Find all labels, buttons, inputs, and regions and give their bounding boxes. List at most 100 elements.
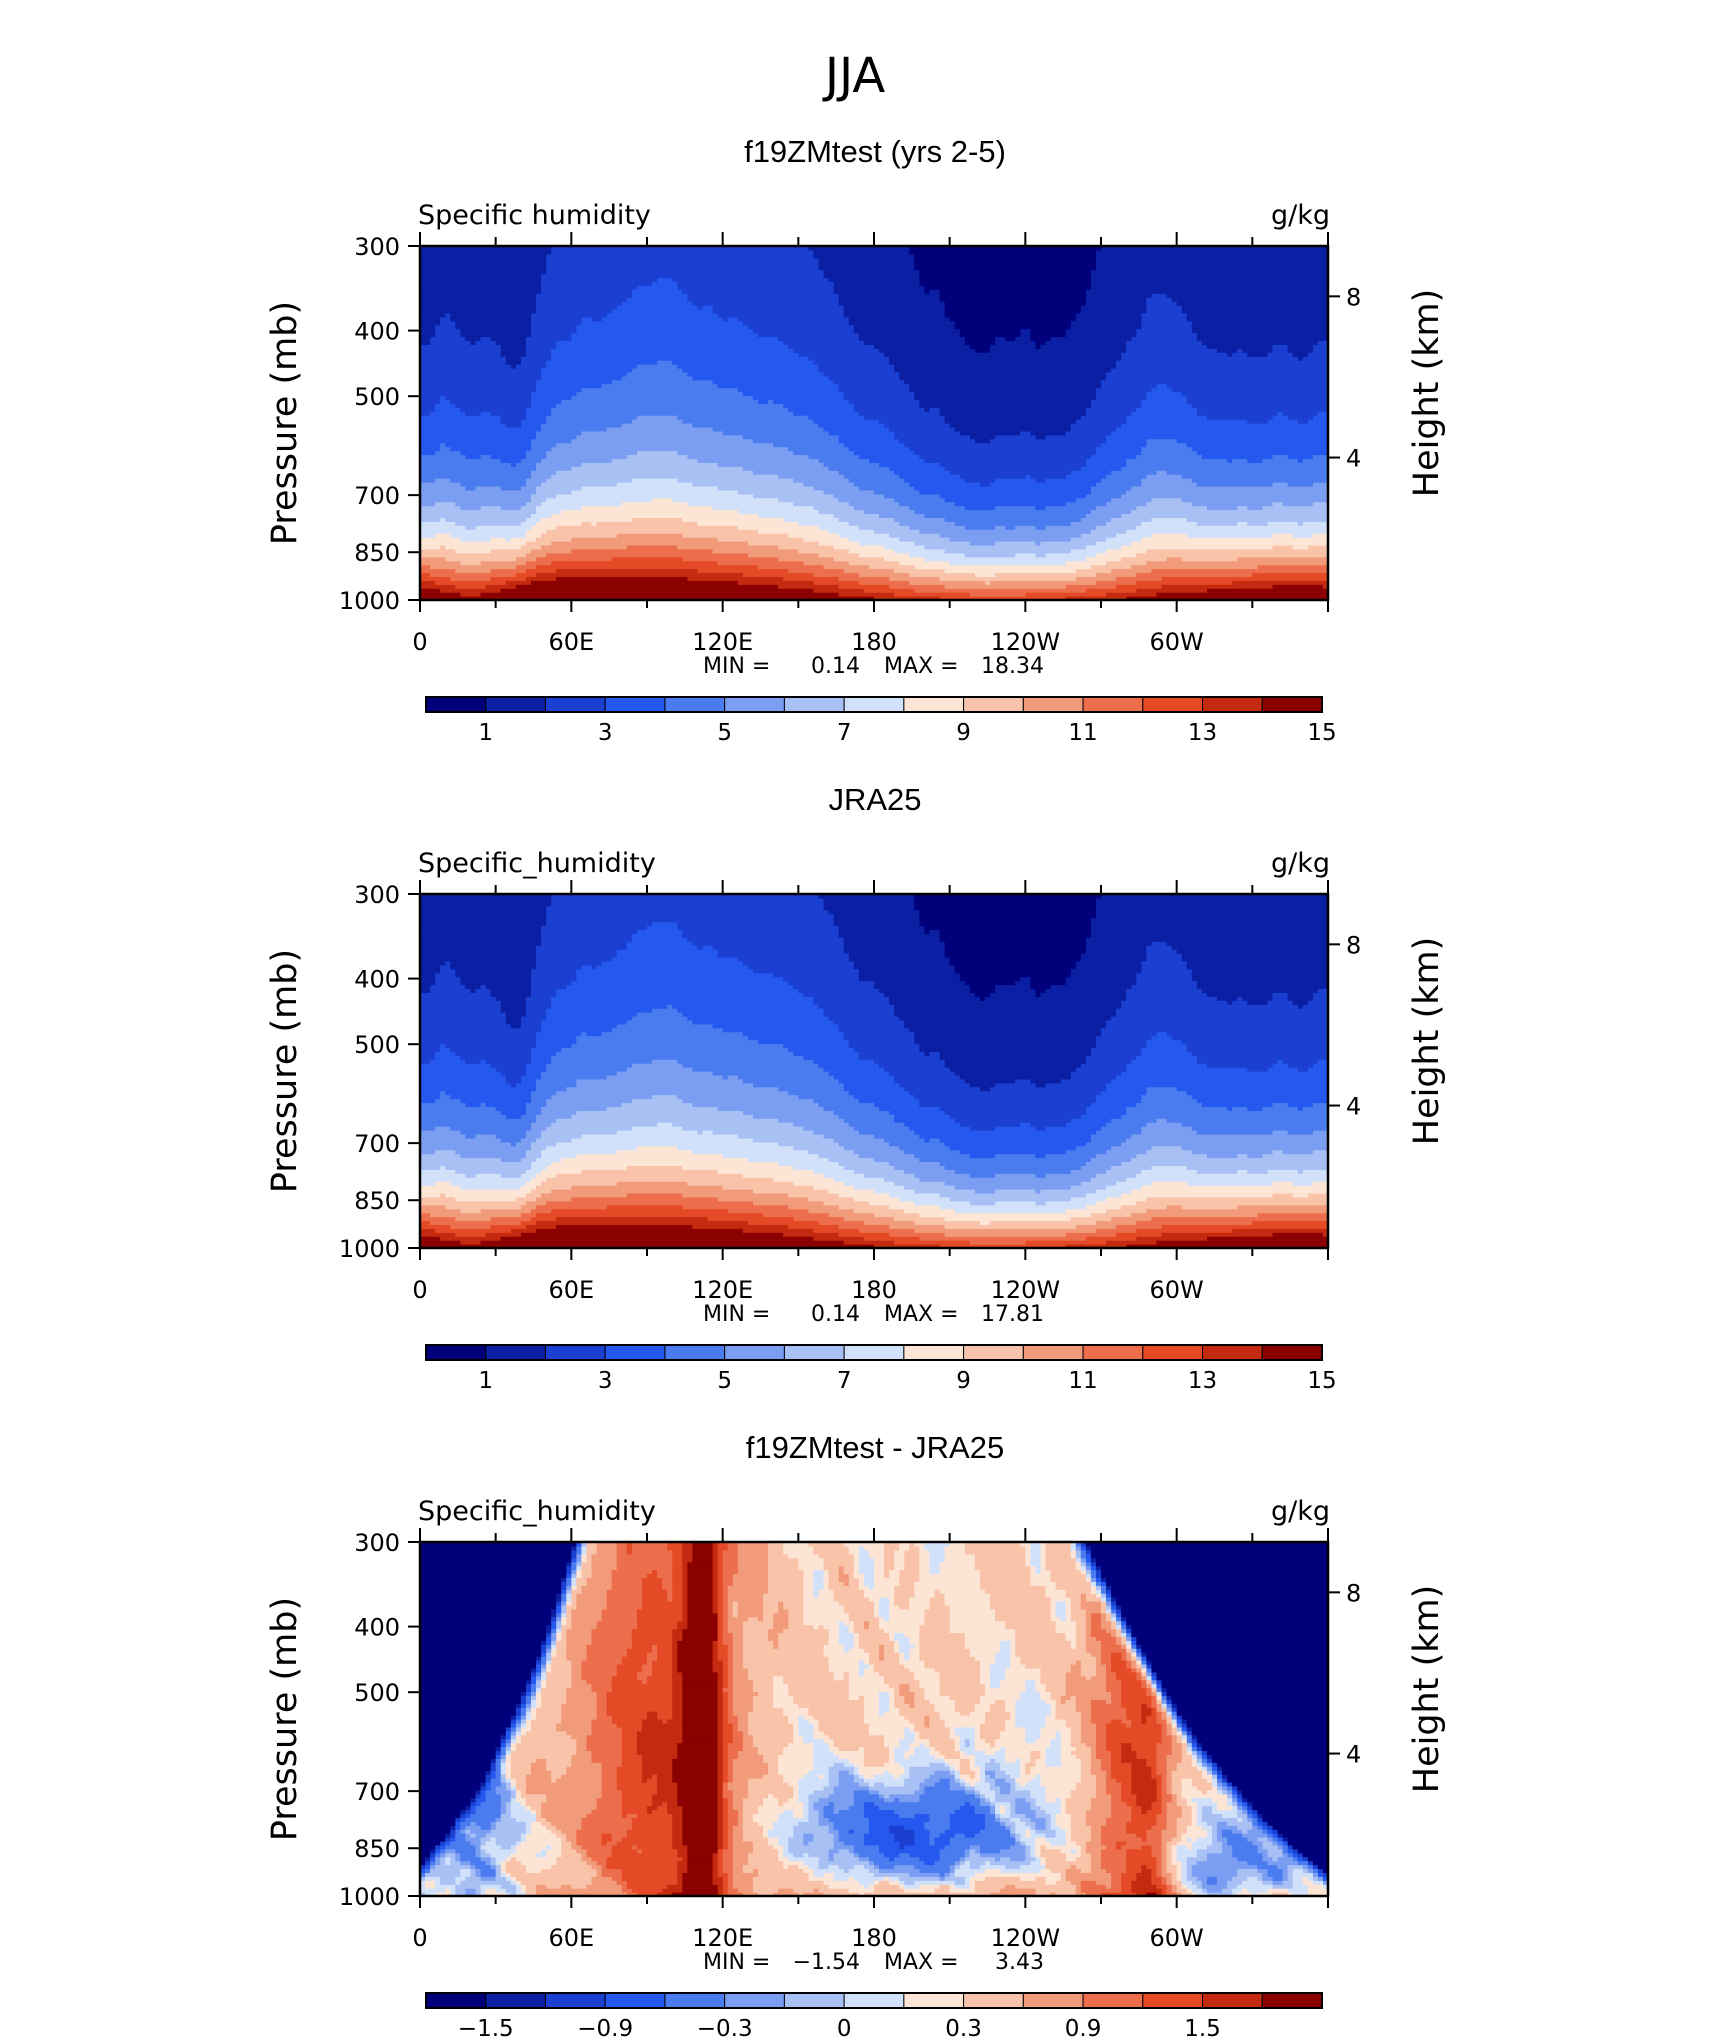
colorbar-label: 9: [956, 720, 971, 746]
longitude-tick-label: 120W: [991, 1924, 1061, 1952]
longitude-tick-label: 120W: [991, 628, 1061, 656]
pressure-tick-label: 1000: [339, 587, 400, 615]
colorbar-label: 13: [1188, 1368, 1217, 1394]
colorbar-label: −1.5: [458, 2016, 514, 2038]
units-label: g/kg: [1271, 200, 1330, 231]
colorbar-label: 5: [717, 720, 732, 746]
colorbar-label: −0.9: [577, 2016, 633, 2038]
pressure-tick-label: 500: [354, 1031, 400, 1059]
colorbar-label: 5: [717, 1368, 732, 1394]
y2-axis-title: Height (km): [1407, 1585, 1447, 1794]
colorbar-label: 3: [598, 1368, 613, 1394]
min-label: MIN =: [703, 654, 770, 679]
pressure-tick-label: 700: [354, 1130, 400, 1158]
min-label: MIN =: [703, 1950, 770, 1975]
colorbar-label: 3: [598, 720, 613, 746]
pressure-tick-label: 850: [354, 539, 400, 567]
colorbar-label: 15: [1307, 1368, 1336, 1394]
pressure-tick-label: 300: [354, 881, 400, 909]
pressure-tick-label: 500: [354, 1679, 400, 1707]
panel-title: f19ZMtest - JRA25: [746, 1430, 1004, 1465]
longitude-tick-label: 0: [412, 1276, 427, 1304]
colorbar-label: 7: [837, 1368, 852, 1394]
height-tick-label: 4: [1346, 445, 1361, 473]
longitude-tick-label: 120E: [692, 1276, 753, 1304]
longitude-tick-label: 120E: [692, 628, 753, 656]
variable-label: Specific_humidity: [418, 1496, 656, 1527]
y-axis-title: Pressure (mb): [265, 1597, 305, 1841]
y2-axis-title: Height (km): [1407, 937, 1447, 1146]
colorbar-label: 13: [1188, 720, 1217, 746]
pressure-tick-label: 700: [354, 1778, 400, 1806]
longitude-tick-label: 60W: [1150, 628, 1204, 656]
colorbar-label: 1: [478, 1368, 493, 1394]
panel-title: JRA25: [828, 782, 921, 817]
longitude-tick-label: 60W: [1150, 1924, 1204, 1952]
colorbar-label: 7: [837, 720, 852, 746]
y-axis-title: Pressure (mb): [265, 949, 305, 1193]
panel-3: f19ZMtest - JRA25 Specific_humidity g/kg 30…: [265, 1430, 1447, 2038]
max-label: MAX =: [884, 1302, 959, 1327]
max-value: 3.43: [995, 1950, 1044, 1975]
min-value: −1.54: [793, 1950, 860, 1975]
pressure-tick-label: 700: [354, 482, 400, 510]
colorbar-label: 0.3: [945, 2016, 982, 2038]
longitude-tick-label: 120E: [692, 1924, 753, 1952]
colorbar-label: 0.9: [1065, 2016, 1102, 2038]
colorbar-label: 11: [1068, 1368, 1097, 1394]
pressure-tick-label: 400: [354, 318, 400, 346]
panel-1: f19ZMtest (yrs 2-5) Specific humidity g/kg…: [265, 134, 1447, 746]
y-axis-title: Pressure (mb): [265, 301, 305, 545]
max-label: MAX =: [884, 654, 959, 679]
longitude-tick-label: 180: [851, 1276, 897, 1304]
contour-field: [420, 1542, 1329, 1897]
colorbar-label: 1.5: [1184, 2016, 1221, 2038]
units-label: g/kg: [1271, 848, 1330, 879]
colorbar: 1 3 5 7 9 11 13 15: [425, 696, 1337, 746]
units-label: g/kg: [1271, 1496, 1330, 1527]
variable-label: Specific humidity: [418, 200, 651, 231]
pressure-tick-label: 500: [354, 383, 400, 411]
max-value: 18.34: [981, 654, 1044, 679]
panel-title: f19ZMtest (yrs 2-5): [744, 134, 1006, 169]
colorbar-label: 11: [1068, 720, 1097, 746]
height-tick-label: 4: [1346, 1741, 1361, 1769]
longitude-tick-label: 0: [412, 1924, 427, 1952]
colorbar-label: 15: [1307, 720, 1336, 746]
colorbar-label: −0.3: [697, 2016, 753, 2038]
pressure-tick-label: 1000: [339, 1235, 400, 1263]
pressure-tick-label: 300: [354, 233, 400, 261]
colorbar: 1 3 5 7 9 11 13 15: [425, 1344, 1337, 1394]
longitude-tick-label: 0: [412, 628, 427, 656]
pressure-tick-label: 400: [354, 966, 400, 994]
colorbar-label: 1: [478, 720, 493, 746]
height-tick-label: 8: [1346, 283, 1361, 311]
longitude-tick-label: 120W: [991, 1276, 1061, 1304]
pressure-tick-label: 300: [354, 1529, 400, 1557]
max-label: MAX =: [884, 1950, 959, 1975]
colorbar-label: 9: [956, 1368, 971, 1394]
longitude-tick-label: 60E: [548, 1924, 594, 1952]
min-label: MIN =: [703, 1302, 770, 1327]
pressure-tick-label: 1000: [339, 1883, 400, 1911]
pressure-tick-label: 400: [354, 1614, 400, 1642]
longitude-tick-label: 180: [851, 1924, 897, 1952]
height-tick-label: 4: [1346, 1093, 1361, 1121]
min-value: 0.14: [811, 1302, 860, 1327]
figure-title: JJA: [822, 48, 885, 104]
min-value: 0.14: [811, 654, 860, 679]
pressure-tick-label: 850: [354, 1187, 400, 1215]
height-tick-label: 8: [1346, 931, 1361, 959]
height-tick-label: 8: [1346, 1579, 1361, 1607]
pressure-tick-label: 850: [354, 1835, 400, 1863]
longitude-tick-label: 60E: [548, 628, 594, 656]
variable-label: Specific_humidity: [418, 848, 656, 879]
longitude-tick-label: 60E: [548, 1276, 594, 1304]
contour-field: [420, 246, 1329, 601]
longitude-tick-label: 60W: [1150, 1276, 1204, 1304]
longitude-tick-label: 180: [851, 628, 897, 656]
max-value: 17.81: [981, 1302, 1044, 1327]
colorbar: −1.5 −0.9 −0.3 0 0.3 0.9 1.5: [425, 1992, 1323, 2038]
